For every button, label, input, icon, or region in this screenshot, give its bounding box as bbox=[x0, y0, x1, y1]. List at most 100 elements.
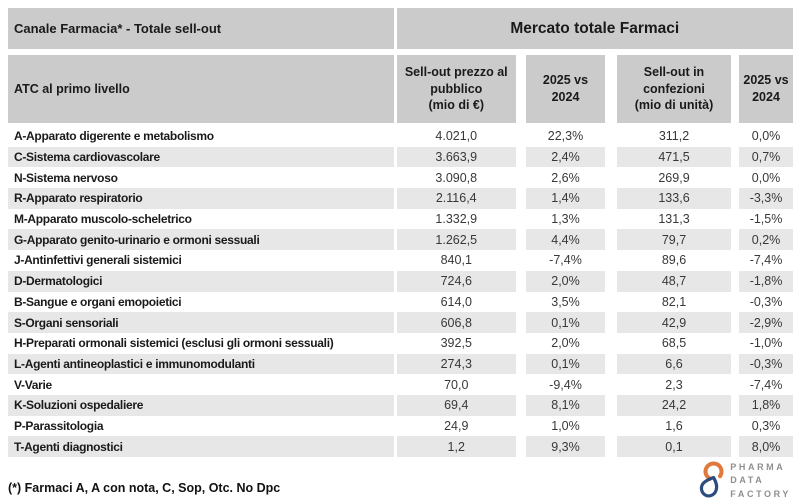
table-row: C-Sistema cardiovascolare 3.663,9 2,4% 471,… bbox=[8, 146, 794, 168]
units-change: -1,5% bbox=[735, 208, 794, 230]
table-row: T-Agenti diagnostici 1,2 9,3% 0,1 8,0% bbox=[8, 436, 794, 457]
units-value: 471,5 bbox=[611, 146, 739, 168]
sellout-value: 614,0 bbox=[395, 291, 526, 313]
table-row: P-Parassitologia 24,9 1,0% 1,6 0,3% bbox=[8, 415, 794, 437]
sellout-value: 3.663,9 bbox=[395, 146, 526, 168]
sellout-value: 1.262,5 bbox=[395, 229, 526, 251]
units-change: 8,0% bbox=[735, 436, 794, 457]
row-label: K-Soluzioni ospedaliere bbox=[8, 394, 397, 416]
value-change: 1,0% bbox=[521, 415, 617, 437]
table-row: K-Soluzioni ospedaliere 69,4 8,1% 24,2 1,8% bbox=[8, 394, 794, 416]
table-row: R-Apparato respiratorio 2.116,4 1,4% 133,6-… bbox=[8, 188, 794, 209]
column-header-sellout-value: Sell-out prezzo al pubblico (mio di €) bbox=[395, 52, 526, 126]
units-change: 0,3% bbox=[735, 415, 794, 437]
logo-line-1: PHARMA bbox=[730, 461, 786, 472]
units-value: 42,9 bbox=[611, 312, 739, 333]
table-row: N-Sistema nervoso 3.090,8 2,6% 269,9 0,0% bbox=[8, 167, 794, 189]
units-value: 68,5 bbox=[611, 332, 739, 354]
column-header-value-change: 2025 vs 2024 bbox=[521, 52, 617, 126]
row-label: N-Sistema nervoso bbox=[8, 167, 397, 189]
pharma-data-factory-logo: PHARMA DATA FACTORY bbox=[697, 458, 793, 502]
row-label: H-Preparati ormonali sistemici (esclusi … bbox=[8, 332, 397, 354]
row-label: M-Apparato muscolo-scheletrico bbox=[8, 208, 397, 230]
sellout-value: 2.116,4 bbox=[395, 188, 526, 209]
value-change: 2,0% bbox=[521, 332, 617, 354]
units-value: 2,3 bbox=[611, 374, 739, 395]
sellout-value: 724,6 bbox=[395, 270, 526, 292]
units-value: 269,9 bbox=[611, 167, 739, 189]
units-value: 79,7 bbox=[611, 229, 739, 251]
table-row: H-Preparati ormonali sistemici (esclusi … bbox=[8, 332, 794, 354]
value-change: 8,1% bbox=[521, 394, 617, 416]
row-label: D-Dermatologici bbox=[8, 270, 397, 292]
sellout-value: 392,5 bbox=[395, 332, 526, 354]
table-row: J-Antinfettivi generali sistemici 840,1 -7… bbox=[8, 250, 794, 271]
value-change: 0,1% bbox=[521, 353, 617, 375]
units-value: 24,2 bbox=[611, 394, 739, 416]
units-change: 0,2% bbox=[735, 229, 794, 251]
units-value: 6,6 bbox=[611, 353, 739, 375]
sellout-value: 3.090,8 bbox=[395, 167, 526, 189]
units-value: 0,1 bbox=[611, 436, 739, 457]
row-label: S-Organi sensoriali bbox=[8, 312, 397, 333]
table-row: M-Apparato muscolo-scheletrico 1.332,9 1,3… bbox=[8, 208, 794, 230]
value-change: 1,3% bbox=[521, 208, 617, 230]
sellout-value: 1,2 bbox=[395, 436, 526, 457]
channel-title: Canale Farmacia* - Totale sell-out bbox=[8, 8, 397, 55]
units-change: -2,9% bbox=[735, 312, 794, 333]
row-label: C-Sistema cardiovascolare bbox=[8, 146, 397, 168]
units-value: 133,6 bbox=[611, 188, 739, 209]
value-change: -9,4% bbox=[521, 374, 617, 395]
value-change: 9,3% bbox=[521, 436, 617, 457]
column-header-row: ATC al primo livello Sell-out prezzo al … bbox=[8, 52, 794, 126]
footnote: (*) Farmaci A, A con nota, C, Sop, Otc. … bbox=[8, 481, 281, 495]
value-change: 0,1% bbox=[521, 312, 617, 333]
value-change: 2,6% bbox=[521, 167, 617, 189]
table-body: A-Apparato digerente e metabolismo 4.021,… bbox=[8, 124, 794, 457]
column-header-units-change: 2025 vs 2024 bbox=[735, 52, 794, 126]
sellout-value: 1.332,9 bbox=[395, 208, 526, 230]
market-title: Mercato totale Farmaci bbox=[395, 8, 794, 55]
row-label: V-Varie bbox=[8, 374, 397, 395]
table-row: G-Apparato genito-urinario e ormoni sess… bbox=[8, 229, 794, 251]
table-row: L-Agenti antineoplastici e immunomodulan… bbox=[8, 353, 794, 375]
column-header-atc: ATC al primo livello bbox=[8, 52, 397, 126]
units-change: -1,8% bbox=[735, 270, 794, 292]
units-change: -0,3% bbox=[735, 291, 794, 313]
value-change: 1,4% bbox=[521, 188, 617, 209]
row-label: G-Apparato genito-urinario e ormoni sess… bbox=[8, 229, 397, 251]
row-label: A-Apparato digerente e metabolismo bbox=[8, 124, 397, 147]
row-label: P-Parassitologia bbox=[8, 415, 397, 437]
units-change: 1,8% bbox=[735, 394, 794, 416]
table-row: S-Organi sensoriali 606,8 0,1% 42,9 -2,9% bbox=[8, 312, 794, 333]
sellout-value: 69,4 bbox=[395, 394, 526, 416]
pharma-sellout-table: Canale Farmacia* - Totale sell-out Merca… bbox=[8, 8, 794, 457]
units-value: 89,6 bbox=[611, 250, 739, 271]
table-row: B-Sangue e organi emopoietici 614,0 3,5% 82… bbox=[8, 291, 794, 313]
value-change: 2,4% bbox=[521, 146, 617, 168]
sellout-value: 274,3 bbox=[395, 353, 526, 375]
units-value: 82,1 bbox=[611, 291, 739, 313]
units-change: -7,4% bbox=[735, 250, 794, 271]
units-change: -7,4% bbox=[735, 374, 794, 395]
sellout-value: 840,1 bbox=[395, 250, 526, 271]
table-row: D-Dermatologici 724,6 2,0% 48,7 -1,8% bbox=[8, 270, 794, 292]
units-value: 48,7 bbox=[611, 270, 739, 292]
title-row: Canale Farmacia* - Totale sell-out Merca… bbox=[8, 8, 794, 55]
report-footer: (*) Farmaci A, A con nota, C, Sop, Otc. … bbox=[8, 458, 793, 502]
value-change: 2,0% bbox=[521, 270, 617, 292]
sellout-value: 70,0 bbox=[395, 374, 526, 395]
value-change: 4,4% bbox=[521, 229, 617, 251]
pharma-data-factory-icon bbox=[700, 461, 724, 498]
units-value: 131,3 bbox=[611, 208, 739, 230]
row-label: J-Antinfettivi generali sistemici bbox=[8, 250, 397, 271]
value-change: -7,4% bbox=[521, 250, 617, 271]
logo-line-2: DATA bbox=[730, 475, 765, 486]
logo-line-3: FACTORY bbox=[730, 488, 791, 499]
units-value: 1,6 bbox=[611, 415, 739, 437]
table-row: A-Apparato digerente e metabolismo 4.021,… bbox=[8, 124, 794, 147]
table-row: V-Varie 70,0 -9,4% 2,3 -7,4% bbox=[8, 374, 794, 395]
sellout-value: 4.021,0 bbox=[395, 124, 526, 147]
units-change: -0,3% bbox=[735, 353, 794, 375]
